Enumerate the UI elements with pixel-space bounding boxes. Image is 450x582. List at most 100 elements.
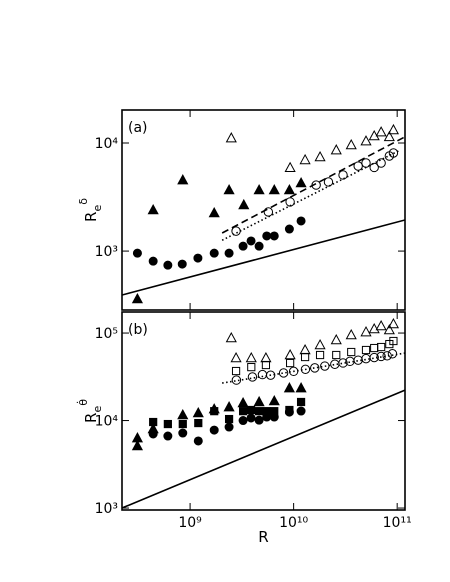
fit-line (221, 149, 401, 241)
marker-square (224, 414, 234, 424)
marker-circle (163, 260, 173, 270)
marker-circle (338, 358, 348, 368)
plot-frame (121, 109, 406, 311)
marker-triangle (360, 135, 372, 146)
marker-square (377, 342, 386, 352)
x-tick-label: 10⁹ (178, 515, 202, 531)
marker-triangle (225, 331, 237, 343)
fit-line (222, 352, 405, 384)
marker-square (255, 407, 264, 416)
marker-triangle (253, 184, 265, 195)
marker-square (247, 363, 256, 372)
marker-square (370, 343, 379, 353)
marker-circle (369, 162, 379, 173)
plot-frame (121, 311, 406, 511)
fit-line (122, 389, 405, 509)
marker-triangle (225, 132, 237, 143)
marker-circle (310, 363, 320, 373)
marker-triangle (314, 150, 326, 162)
y-label-base: R (82, 413, 100, 423)
marker-triangle (283, 382, 295, 393)
marker-triangle (283, 184, 295, 195)
y-tick-label: 10³ (95, 244, 118, 260)
y-tick-label: 10⁴ (95, 414, 119, 430)
marker-square (300, 352, 310, 362)
marker-circle (369, 352, 379, 363)
y-label-base: R (82, 212, 100, 222)
marker-triangle (223, 184, 235, 195)
y-label-sup: δ (77, 198, 90, 205)
marker-triangle (268, 184, 280, 195)
marker-circle (353, 161, 363, 171)
x-tick-label: 10¹¹ (383, 515, 412, 531)
marker-triangle (245, 351, 257, 363)
marker-triangle (268, 395, 280, 406)
marker-circle (246, 413, 256, 423)
marker-circle (254, 415, 264, 425)
y-axis-label: Reδ (77, 198, 104, 222)
marker-circle (388, 148, 399, 158)
marker-triangle (284, 161, 296, 173)
marker-triangle (295, 177, 307, 188)
marker-circle (177, 259, 187, 269)
marker-square (246, 405, 256, 415)
marker-circle (238, 241, 248, 251)
marker-circle (209, 425, 219, 435)
marker-circle (278, 368, 289, 378)
marker-square (238, 407, 248, 416)
marker-triangle (383, 324, 395, 335)
marker-circle (262, 412, 272, 422)
marker-circle (269, 412, 279, 422)
fit-line (221, 136, 405, 234)
marker-triangle (314, 339, 326, 350)
marker-circle (224, 422, 234, 432)
marker-circle (246, 236, 256, 246)
plot-area (122, 317, 405, 509)
marker-square (194, 418, 203, 428)
marker-triangle (253, 395, 265, 407)
y-tick-label: 10⁵ (95, 326, 118, 342)
fit-line (122, 219, 405, 296)
marker-square (163, 419, 172, 429)
marker-triangle (375, 126, 387, 137)
marker-square (296, 397, 306, 407)
marker-triangle (295, 382, 307, 393)
marker-circle (285, 197, 295, 207)
x-axis-label: R (258, 528, 268, 546)
marker-triangle (299, 153, 311, 165)
marker-triangle (177, 408, 189, 420)
marker-circle (231, 375, 242, 385)
marker-triangle (131, 439, 144, 451)
y-axis-label: Reθ̇ (76, 399, 104, 423)
marker-square (332, 350, 341, 360)
marker-triangle (284, 348, 296, 360)
marker-circle (263, 207, 274, 217)
marker-circle (209, 248, 219, 258)
marker-circle (284, 407, 294, 417)
marker-triangle (230, 351, 242, 363)
marker-circle (284, 224, 294, 234)
marker-triangle (147, 203, 159, 215)
y-label-sub: e (91, 205, 104, 212)
marker-circle (257, 369, 268, 380)
marker-circle (224, 248, 234, 258)
marker-triangle (192, 406, 204, 418)
y-tick-label: 10⁴ (95, 136, 119, 152)
marker-triangle (208, 403, 220, 414)
marker-triangle (299, 343, 311, 355)
marker-triangle (387, 317, 400, 329)
marker-square (231, 366, 241, 376)
marker-circle (247, 372, 258, 382)
marker-circle (132, 248, 142, 258)
marker-circle (178, 428, 188, 438)
panel-label: (b) (128, 322, 148, 338)
marker-square (389, 336, 398, 346)
marker-square (286, 358, 295, 368)
marker-triangle (131, 292, 144, 304)
marker-square (315, 350, 325, 360)
marker-circle (163, 431, 173, 441)
panel-label: (a) (128, 120, 148, 136)
marker-square (178, 419, 187, 429)
marker-circle (296, 216, 306, 226)
marker-triangle (208, 206, 220, 218)
